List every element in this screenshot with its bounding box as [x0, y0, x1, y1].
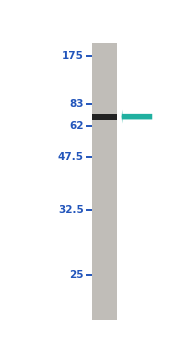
- Text: 175: 175: [62, 51, 84, 61]
- Text: 47.5: 47.5: [58, 152, 84, 162]
- Text: 25: 25: [69, 270, 84, 280]
- Bar: [92, 43, 117, 320]
- Text: 83: 83: [69, 99, 84, 109]
- Bar: [92, 114, 117, 120]
- Text: 62: 62: [69, 121, 84, 131]
- Text: 32.5: 32.5: [58, 204, 84, 215]
